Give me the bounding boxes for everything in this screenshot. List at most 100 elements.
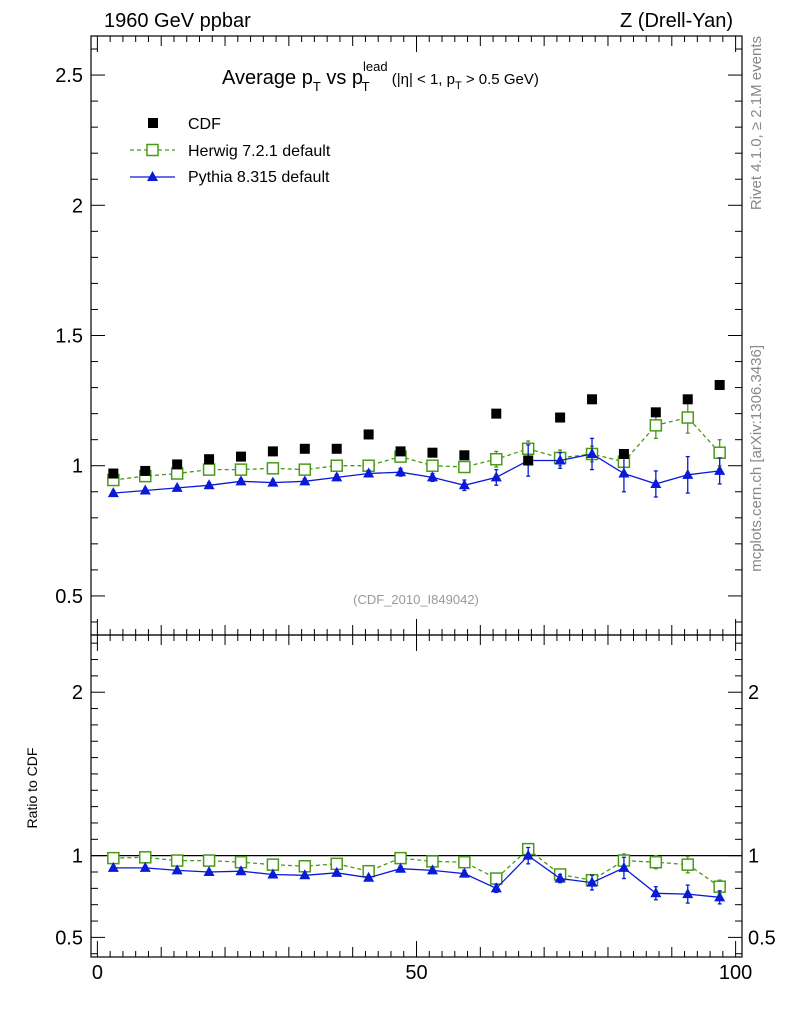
main-pythia-point <box>490 471 502 482</box>
main-herwig-point <box>681 411 694 424</box>
main-herwig-point <box>266 462 280 475</box>
main-pythia-point <box>714 464 726 475</box>
main-herwig-point <box>298 463 312 476</box>
ratio-pythia-point <box>650 887 662 898</box>
ratio-xtick-label: 100 <box>719 962 752 984</box>
ratio-pythia-line <box>113 854 720 898</box>
cdf-data-point <box>235 451 246 462</box>
legend-cdf-marker <box>148 118 158 128</box>
main-pythia-point <box>458 479 470 490</box>
ratio-xtick-label: 0 <box>92 962 103 984</box>
main-pythia-point <box>299 475 311 486</box>
main-ytick-label: 1 <box>72 456 83 478</box>
main-pythia-point <box>586 447 598 458</box>
main-herwig-point <box>713 446 726 459</box>
ratio-frame <box>90 634 743 958</box>
ratio-herwig-point <box>394 851 407 865</box>
ratio-pythia-point <box>682 888 694 899</box>
title-main-a: Average p <box>222 67 313 89</box>
main-herwig-point <box>330 459 343 472</box>
cdf-data-point <box>714 379 725 390</box>
title-sup-lead: lead <box>363 59 388 74</box>
main-pythia-point <box>235 475 247 486</box>
cdf-data-point <box>172 459 183 470</box>
cdf-data-point <box>140 465 151 476</box>
ratio-ytick-label: 2 <box>72 682 83 704</box>
main-herwig-point <box>490 452 503 466</box>
ratio-pythia-point <box>554 872 566 883</box>
cdf-data-point <box>204 454 215 465</box>
ratio-pythia-point <box>235 865 247 876</box>
ratio-pythia-point <box>171 864 183 875</box>
cdf-data-point <box>587 394 598 405</box>
plot-title: Average pT vs plead T (|η| < 1, pT > 0.5 … <box>222 59 539 94</box>
process-label: Z (Drell-Yan) <box>620 10 733 32</box>
cdf-data-point <box>395 446 406 457</box>
ratio-pythia-point <box>395 862 407 873</box>
cdf-data-point <box>491 408 502 419</box>
ratio-pythia-point <box>107 861 119 872</box>
ratio-pythia-point <box>490 882 502 893</box>
main-pythia-point <box>107 487 119 498</box>
cdf-data-point <box>650 407 661 418</box>
ratio-herwig-point <box>649 855 663 869</box>
main-pythia-point <box>203 479 215 490</box>
legend-herwig-label: Herwig 7.2.1 default <box>188 143 331 160</box>
cdf-data-point <box>331 443 342 454</box>
ratio-pythia-point <box>299 869 311 880</box>
cdf-data-point <box>108 468 119 479</box>
main-pythia-point <box>171 481 183 492</box>
ratio-ytick-label-right: 0.5 <box>748 927 776 949</box>
ratio-pythia-point <box>363 871 375 882</box>
main-herwig-point <box>234 463 248 476</box>
main-herwig-point <box>649 419 663 432</box>
cdf-data-point <box>523 455 534 466</box>
ratio-pythia-point <box>458 867 470 878</box>
main-pythia-point <box>331 471 343 482</box>
ratio-pythia-point <box>714 891 726 902</box>
main-pythia-point <box>139 484 151 495</box>
main-pythia-point <box>650 477 662 488</box>
ratio-herwig-point <box>139 851 152 864</box>
cdf-data-point <box>363 429 374 440</box>
main-ytick-label: 0.5 <box>55 586 83 608</box>
legend-pythia-label: Pythia 8.315 default <box>188 169 330 186</box>
cdf-data-point <box>618 448 629 459</box>
main-pythia-point <box>682 468 694 479</box>
ratio-panel: 0.5 0.5 1 1 2 2 0 50 100 <box>55 634 776 984</box>
ratio-herwig-point <box>681 858 694 871</box>
title-main-b: vs p <box>321 67 363 89</box>
analysis-id: (CDF_2010_I849042) <box>353 592 479 607</box>
main-pythia-point <box>363 467 375 478</box>
main-pythia-point <box>426 471 438 482</box>
legend: CDF Herwig 7.2.1 default Pythia 8.315 de… <box>130 116 331 186</box>
title-cut-a: (|η| < 1, p <box>388 71 455 88</box>
ratio-ytick-label-right: 2 <box>748 682 759 704</box>
legend-herwig-marker <box>146 143 159 157</box>
cdf-data-point <box>299 443 310 454</box>
main-herwig-point <box>170 467 184 480</box>
main-herwig-point <box>458 460 471 474</box>
main-herwig-point <box>202 463 216 476</box>
title-cut-sub: T <box>455 80 462 92</box>
energy-label: 1960 GeV ppbar <box>104 10 251 32</box>
cdf-data-point <box>682 394 693 405</box>
ratio-herwig-point <box>458 855 471 869</box>
main-ytick-label: 2.5 <box>55 65 83 87</box>
ratio-ytick-label: 0.5 <box>55 927 83 949</box>
ratio-pythia-point <box>618 861 630 872</box>
mcplots-label: mcplots.cern.ch [arXiv:1306.3436] <box>748 345 765 572</box>
main-pythia-point <box>618 467 630 478</box>
main-pythia-point <box>267 476 279 487</box>
cdf-data-point <box>459 450 470 461</box>
ratio-ylabel: Ratio to CDF <box>24 748 40 829</box>
main-ytick-label: 2 <box>72 195 83 217</box>
cdf-data-point <box>267 446 278 457</box>
cdf-data-point <box>427 447 438 458</box>
main-ytick-label: 1.5 <box>55 326 83 348</box>
ratio-pythia-point <box>139 861 151 872</box>
cdf-data-point <box>555 412 566 423</box>
ratio-ytick-label-right: 1 <box>748 846 759 868</box>
ratio-pythia-point <box>426 864 438 875</box>
